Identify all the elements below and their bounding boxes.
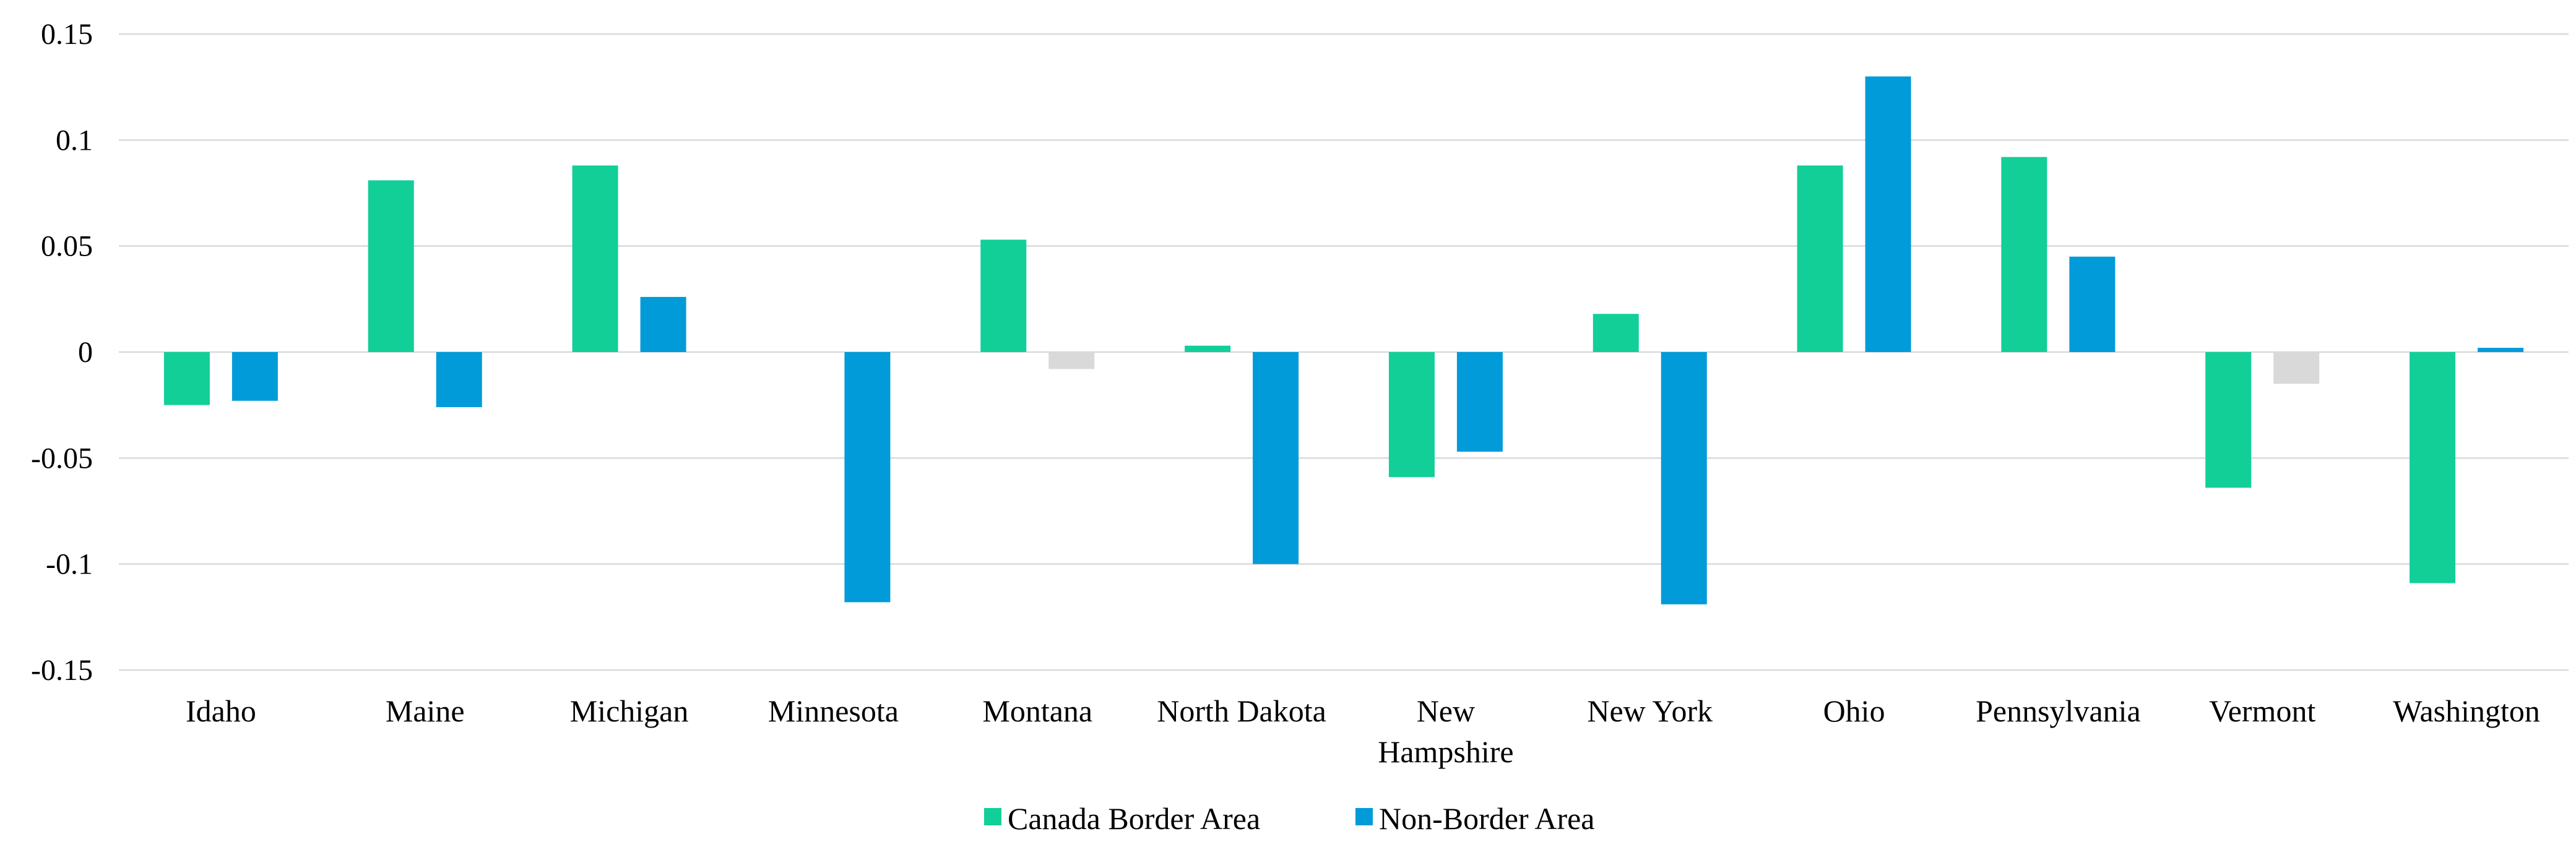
bar-canada-border-area <box>163 352 210 405</box>
y-tick-label: 0.05 <box>41 230 93 263</box>
y-axis-ticks: 0.15 0.1 0.05 0 -0.05 -0.1 -0.15 <box>31 18 93 687</box>
legend-label: Non-Border Area <box>1379 801 1595 836</box>
x-category-label: Ohio <box>1823 694 1885 728</box>
bar-canada-border-area <box>2410 352 2456 583</box>
legend: Canada Border Area Non-Border Area <box>984 801 1595 836</box>
y-tick-label: -0.1 <box>46 548 93 581</box>
x-category-label: Washington <box>2393 694 2540 728</box>
bar-canada-border-area <box>572 165 618 352</box>
gridlines <box>119 33 2569 671</box>
bars <box>163 76 2524 604</box>
bar-non-border-area <box>1253 352 1299 564</box>
y-tick-label: 0.1 <box>56 124 93 157</box>
bar-non-border-area <box>844 352 891 603</box>
x-category-label: North Dakota <box>1157 694 1326 728</box>
legend-label: Canada Border Area <box>1008 801 1260 836</box>
x-category-label: Minnesota <box>768 694 899 728</box>
x-category-label: Michigan <box>570 694 689 728</box>
bar-canada-border-area <box>2205 352 2252 488</box>
x-category-label: Pennsylvania <box>1976 694 2141 728</box>
bar-non-border-area <box>1865 76 1911 353</box>
bar-non-border-area <box>640 296 686 352</box>
x-category-label: New York <box>1587 694 1713 728</box>
x-category-label: Hampshire <box>1378 734 1513 769</box>
x-category-label: Idaho <box>186 694 256 728</box>
bar-canada-border-area <box>980 239 1027 352</box>
y-tick-label: 0.15 <box>41 18 93 51</box>
bar-canada-border-area <box>1388 352 1435 478</box>
bar-canada-border-area <box>1797 165 1843 352</box>
bar-non-border-area <box>436 352 482 408</box>
bar-non-border-area <box>1456 352 1503 452</box>
x-axis-categories: Idaho Maine Michigan Minnesota Montana North … <box>186 694 2540 769</box>
bar-canada-border-area <box>1185 345 1231 352</box>
bar-non-border-area <box>231 352 278 401</box>
x-category-label: New <box>1417 694 1475 728</box>
bar-non-border-area <box>1661 352 1707 604</box>
bar-non-border-area <box>2478 348 2524 352</box>
x-category-label: Montana <box>982 694 1092 728</box>
bar-non-border-area <box>2273 352 2320 384</box>
bar-canada-border-area <box>1593 314 1639 352</box>
y-tick-label: -0.15 <box>31 654 93 687</box>
bar-canada-border-area <box>368 180 414 352</box>
bar-non-border-area <box>2069 256 2116 352</box>
bar-canada-border-area <box>2001 157 2047 352</box>
x-category-label: Maine <box>386 694 465 728</box>
y-tick-label: 0 <box>78 336 93 369</box>
legend-swatch <box>984 808 1001 825</box>
legend-swatch <box>1355 808 1373 825</box>
bar-non-border-area <box>1048 352 1095 369</box>
x-category-label: Vermont <box>2209 694 2315 728</box>
y-tick-label: -0.05 <box>31 442 93 475</box>
